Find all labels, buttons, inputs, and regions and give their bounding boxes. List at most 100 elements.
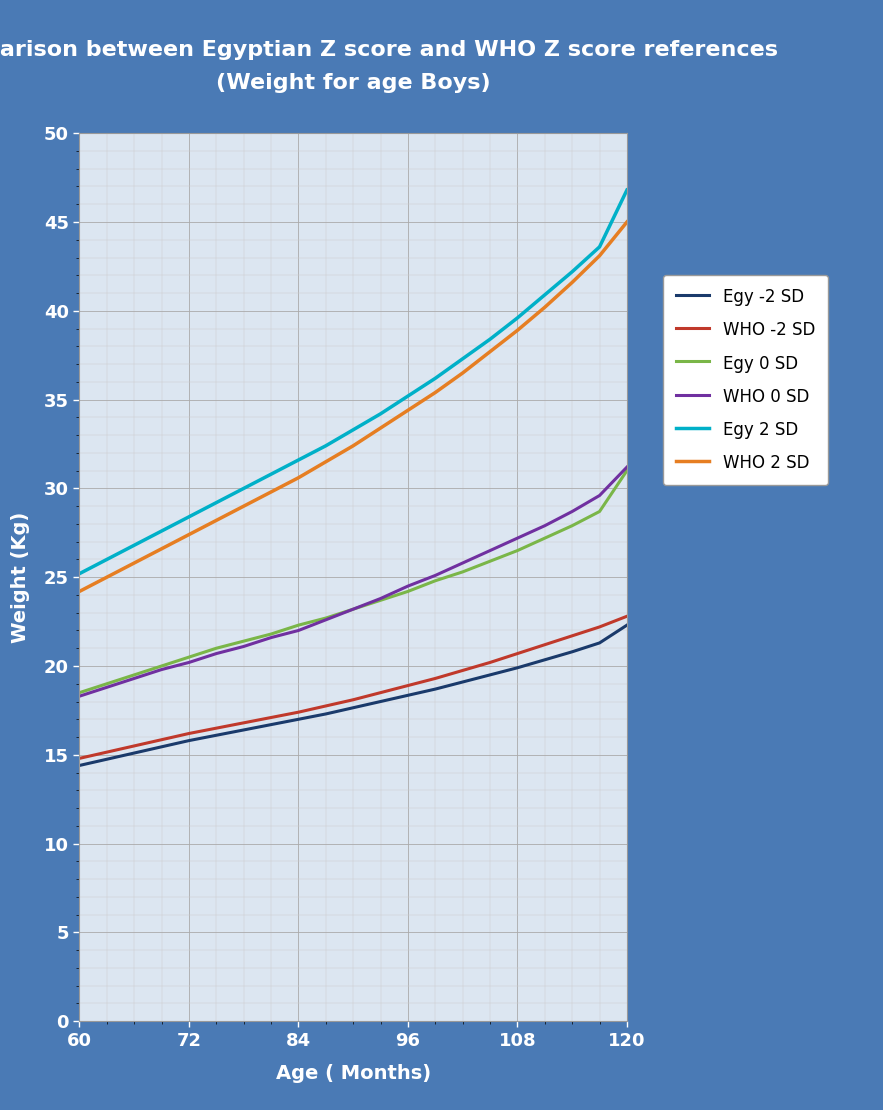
Egy 0 SD [622,464,632,477]
WHO 0 SD [129,672,140,685]
Egy -2 SD [293,713,304,726]
WHO 0 SD [540,519,550,533]
WHO 0 SD [156,663,167,676]
WHO 2 SD [567,275,577,289]
Egy 2 SD [375,407,386,421]
WHO 2 SD [430,386,441,400]
Egy 0 SD [184,650,194,664]
WHO -2 SD [129,739,140,753]
Egy -2 SD [156,740,167,754]
Egy 0 SD [74,686,85,699]
WHO -2 SD [293,706,304,719]
Egy -2 SD [485,668,495,682]
WHO 0 SD [211,647,222,660]
Egy -2 SD [184,734,194,747]
WHO -2 SD [403,679,413,693]
WHO 0 SD [238,639,249,653]
Text: (Weight for age Boys): (Weight for age Boys) [215,73,491,93]
WHO 0 SD [266,630,276,644]
WHO -2 SD [540,638,550,652]
WHO 0 SD [430,568,441,582]
Egy 0 SD [485,555,495,568]
Text: Comparison between Egyptian Z score and WHO Z score references: Comparison between Egyptian Z score and … [0,40,778,60]
Egy 0 SD [512,544,523,557]
WHO 2 SD [594,249,605,262]
Line: WHO -2 SD: WHO -2 SD [79,616,627,758]
Line: WHO 0 SD: WHO 0 SD [79,467,627,696]
Egy -2 SD [102,753,112,766]
Egy 0 SD [238,635,249,648]
WHO 2 SD [102,571,112,584]
Egy 0 SD [129,668,140,682]
WHO -2 SD [375,686,386,699]
WHO 2 SD [293,471,304,484]
Egy 0 SD [266,627,276,640]
WHO -2 SD [348,693,358,706]
WHO -2 SD [457,664,468,677]
Y-axis label: Weight (Kg): Weight (Kg) [11,512,30,643]
WHO 2 SD [348,440,358,453]
Egy 0 SD [430,574,441,587]
WHO 2 SD [238,500,249,513]
WHO 0 SD [485,544,495,557]
WHO -2 SD [594,620,605,634]
WHO -2 SD [485,656,495,669]
WHO -2 SD [512,647,523,660]
Egy -2 SD [211,728,222,741]
WHO 2 SD [485,345,495,359]
Egy -2 SD [540,653,550,666]
Egy 2 SD [540,289,550,302]
WHO 2 SD [403,404,413,417]
WHO 0 SD [293,624,304,637]
Egy 2 SD [156,524,167,537]
WHO 0 SD [375,592,386,605]
Egy 2 SD [184,511,194,524]
Egy 2 SD [211,496,222,509]
Egy 0 SD [293,618,304,632]
Egy -2 SD [622,618,632,632]
Egy 2 SD [74,567,85,581]
Egy 0 SD [540,532,550,545]
Line: Egy -2 SD: Egy -2 SD [79,625,627,766]
Egy 2 SD [293,453,304,466]
Egy 2 SD [403,390,413,403]
WHO -2 SD [156,733,167,746]
Egy 2 SD [457,352,468,365]
WHO -2 SD [321,699,331,713]
WHO 2 SD [156,542,167,555]
WHO 2 SD [266,485,276,498]
Egy 0 SD [567,519,577,533]
Egy -2 SD [457,675,468,688]
Egy 0 SD [348,603,358,616]
Egy 0 SD [375,594,386,607]
WHO -2 SD [238,716,249,729]
Egy 2 SD [348,423,358,436]
Egy 0 SD [321,612,331,625]
WHO 2 SD [540,301,550,314]
Egy -2 SD [375,695,386,708]
Egy 0 SD [211,642,222,655]
WHO 0 SD [512,532,523,545]
Egy 2 SD [567,265,577,279]
WHO -2 SD [74,751,85,765]
Egy 2 SD [266,467,276,481]
Egy -2 SD [348,702,358,715]
WHO -2 SD [102,746,112,759]
WHO -2 SD [567,629,577,643]
X-axis label: Age ( Months): Age ( Months) [275,1063,431,1082]
Egy 0 SD [594,505,605,518]
Egy -2 SD [567,645,577,658]
Legend: Egy -2 SD, WHO -2 SD, Egy 0 SD, WHO 0 SD, Egy 2 SD, WHO 2 SD: Egy -2 SD, WHO -2 SD, Egy 0 SD, WHO 0 SD… [662,275,828,485]
WHO 2 SD [457,366,468,380]
Egy -2 SD [238,724,249,737]
WHO 0 SD [102,680,112,694]
Egy 2 SD [594,240,605,253]
Egy 2 SD [622,183,632,196]
WHO 0 SD [184,656,194,669]
Egy 2 SD [321,440,331,453]
Egy 0 SD [403,585,413,598]
WHO 2 SD [184,528,194,542]
Egy -2 SD [430,683,441,696]
Egy 0 SD [102,677,112,690]
Egy 2 SD [238,482,249,495]
